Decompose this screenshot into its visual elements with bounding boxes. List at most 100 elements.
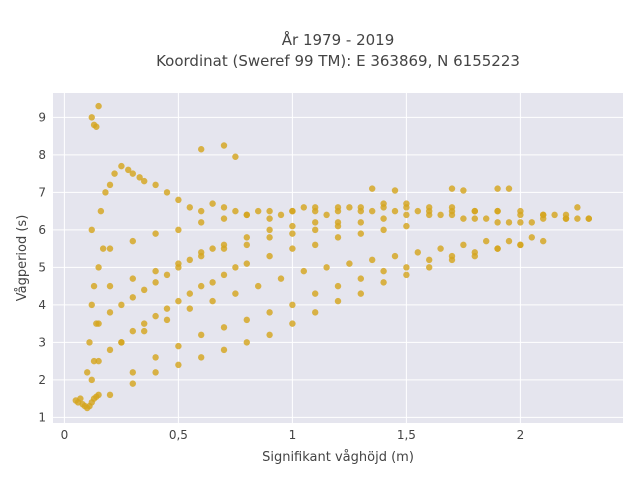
data-point xyxy=(136,174,143,181)
data-point xyxy=(574,204,581,211)
y-tick-label: 6 xyxy=(38,223,46,237)
data-point xyxy=(175,342,182,350)
data-point xyxy=(312,226,319,234)
data-point xyxy=(129,380,136,387)
data-point xyxy=(483,237,490,245)
data-point xyxy=(540,211,547,219)
data-point xyxy=(198,219,205,226)
data-point xyxy=(471,249,478,256)
data-point xyxy=(220,324,228,331)
y-tick-label: 8 xyxy=(38,148,46,162)
data-point xyxy=(505,237,513,245)
data-point xyxy=(357,290,364,297)
data-point xyxy=(505,185,513,192)
data-point xyxy=(494,207,501,215)
data-point xyxy=(380,226,387,234)
data-point xyxy=(102,189,109,196)
data-point xyxy=(312,219,319,226)
data-point xyxy=(471,215,478,222)
data-point xyxy=(175,260,182,267)
data-point xyxy=(77,395,84,402)
data-point xyxy=(574,215,581,222)
data-point xyxy=(220,271,228,279)
data-point xyxy=(141,286,148,294)
data-point xyxy=(152,230,159,237)
data-point xyxy=(312,241,319,249)
data-point xyxy=(357,275,364,282)
data-point xyxy=(357,230,364,237)
data-point xyxy=(426,264,433,271)
data-point xyxy=(141,177,148,185)
data-point xyxy=(289,207,296,215)
data-point xyxy=(106,346,114,354)
data-point xyxy=(266,207,273,215)
data-point xyxy=(334,222,342,230)
data-point xyxy=(414,207,421,215)
data-point xyxy=(198,146,205,153)
data-point xyxy=(369,185,376,192)
data-point xyxy=(437,245,444,252)
data-point xyxy=(118,301,125,309)
y-tick-label: 2 xyxy=(38,373,46,387)
data-point xyxy=(152,181,159,189)
data-point xyxy=(209,245,216,252)
data-point xyxy=(448,185,456,192)
data-point xyxy=(517,241,524,249)
data-point xyxy=(106,181,114,189)
data-point xyxy=(312,309,319,316)
data-point xyxy=(88,114,95,121)
data-point xyxy=(437,211,444,219)
data-point xyxy=(585,215,592,222)
data-point xyxy=(90,357,98,365)
data-point xyxy=(152,312,159,320)
plot-area xyxy=(53,93,623,423)
data-point xyxy=(243,234,250,241)
data-point xyxy=(243,339,250,346)
data-point xyxy=(266,226,273,234)
data-point xyxy=(517,211,524,219)
data-point xyxy=(141,327,148,335)
chart-title-line2: Koordinat (Sweref 99 TM): E 363869, N 61… xyxy=(156,52,520,70)
data-point xyxy=(300,204,307,211)
data-point xyxy=(152,279,159,286)
data-point xyxy=(300,267,307,275)
data-point xyxy=(277,211,285,219)
y-tick-label: 4 xyxy=(38,298,46,312)
data-point xyxy=(106,282,114,290)
data-point xyxy=(334,234,342,241)
data-point xyxy=(426,204,433,211)
data-point xyxy=(198,282,205,290)
data-point xyxy=(106,309,114,316)
data-point xyxy=(414,249,421,256)
data-point xyxy=(186,204,193,211)
data-point xyxy=(163,316,171,324)
data-point xyxy=(494,185,501,192)
data-point xyxy=(118,339,125,346)
data-point xyxy=(220,204,228,211)
data-point xyxy=(528,219,535,226)
y-gridlines xyxy=(53,116,623,418)
data-point xyxy=(323,211,330,219)
data-point xyxy=(163,189,171,196)
data-point xyxy=(86,339,93,346)
data-point xyxy=(369,207,376,215)
data-point xyxy=(129,170,136,177)
data-point xyxy=(95,391,102,399)
data-point xyxy=(186,305,193,312)
data-point xyxy=(125,166,132,174)
y-tick-label: 3 xyxy=(38,335,46,349)
chart-title-line1: År 1979 - 2019 xyxy=(282,30,395,49)
data-point xyxy=(277,275,285,282)
data-point xyxy=(312,290,319,297)
data-point xyxy=(209,200,216,207)
data-point xyxy=(346,204,353,211)
data-point xyxy=(209,297,216,305)
data-point xyxy=(88,226,95,234)
data-point xyxy=(232,153,239,160)
data-point xyxy=(334,297,342,305)
data-point xyxy=(129,237,136,245)
data-point xyxy=(540,237,547,245)
data-point xyxy=(243,241,250,249)
data-point xyxy=(380,267,387,275)
x-tick-label: 1 xyxy=(289,428,297,442)
